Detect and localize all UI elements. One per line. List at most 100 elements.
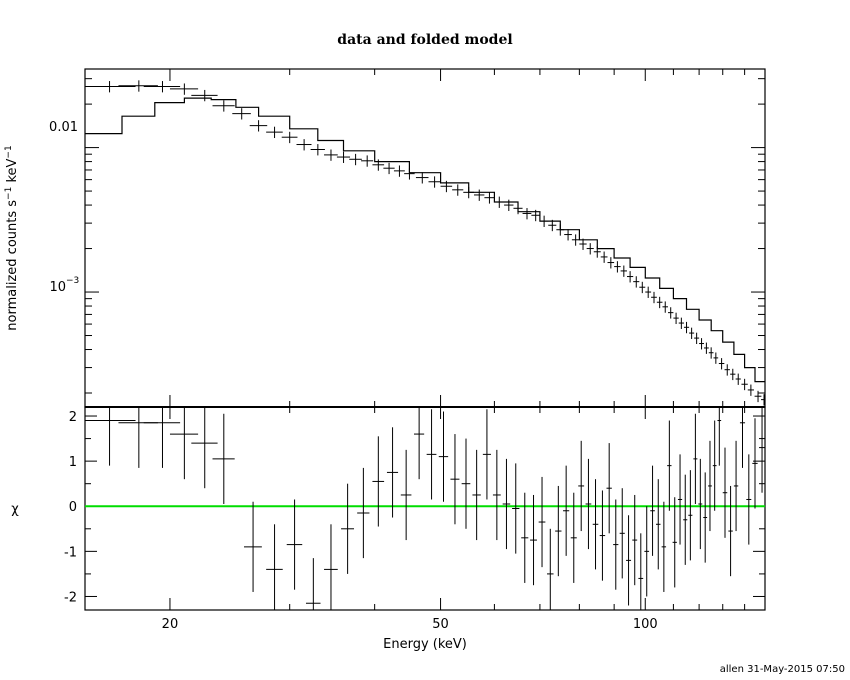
data-point: [143, 81, 181, 93]
residual-point: [613, 499, 619, 590]
residual-point: [703, 472, 708, 563]
data-point: [85, 81, 136, 93]
residual-point: [169, 407, 199, 480]
residual-point: [650, 465, 655, 556]
data-point: [191, 89, 218, 102]
residual-point: [592, 479, 599, 570]
data-point: [415, 172, 429, 184]
data-point: [689, 327, 695, 339]
residual-point: [212, 413, 235, 504]
data-point: [586, 243, 594, 255]
residual-point: [547, 528, 554, 610]
data-point: [310, 144, 325, 156]
data-point: [118, 80, 158, 92]
residual-point: [191, 407, 218, 489]
data-point: [548, 219, 557, 232]
x-axis-label: Energy (keV): [383, 637, 467, 652]
bottom-panel-ticks: [85, 407, 766, 610]
data-point: [428, 176, 441, 188]
y-tick-label-1e-3: 10 −3: [49, 276, 79, 295]
residual-point: [585, 458, 592, 550]
residual-point: [667, 420, 672, 511]
residual-point: [752, 418, 758, 509]
residual-point: [638, 533, 644, 610]
data-point: [336, 151, 351, 163]
residual-point: [722, 447, 728, 538]
data-point: [556, 224, 565, 236]
data-point: [683, 321, 690, 334]
residual-point: [461, 438, 471, 529]
timestamp-stamp: allen 31-May-2015 07:50: [720, 664, 845, 675]
residual-point: [677, 454, 683, 545]
data-point: [393, 165, 405, 177]
residual-point: [746, 454, 752, 545]
data-point: [651, 291, 657, 304]
residual-point: [644, 506, 650, 597]
data-point: [735, 373, 741, 385]
data-point: [633, 276, 640, 288]
residual-point: [472, 449, 481, 541]
residual-point: [118, 407, 158, 468]
data-point: [539, 215, 549, 227]
data-point: [761, 394, 765, 406]
residual-point: [502, 458, 511, 550]
data-point: [372, 159, 385, 171]
data-point: [754, 390, 762, 403]
y-axis-label-text: normalized counts s−1 keV−1: [4, 145, 20, 330]
bottom-panel-frame: [84, 406, 766, 611]
residual-point: [733, 440, 739, 532]
data-point: [747, 384, 754, 396]
residual-point: [717, 407, 722, 466]
residual-point: [450, 434, 460, 525]
data-point: [699, 338, 704, 350]
residual-point: [305, 558, 321, 610]
residual-point: [426, 409, 437, 500]
data-point: [673, 312, 679, 325]
data-point: [484, 192, 495, 204]
residual-point: [341, 483, 355, 574]
residual-point: [266, 524, 283, 610]
data-point: [404, 168, 415, 180]
residual-point: [357, 467, 370, 559]
y-tick-label-chi: -2: [64, 590, 77, 605]
data-point: [463, 186, 475, 199]
top-panel-ticks: [85, 69, 766, 407]
x-tick-label: 100: [633, 617, 658, 632]
residual-point: [698, 458, 703, 550]
y-tick-label-chi: 0: [69, 500, 77, 515]
residual-point: [563, 465, 570, 556]
residual-point: [386, 427, 399, 518]
data-point: [571, 234, 580, 246]
data-point: [522, 208, 532, 220]
x-tick-labels: 20 50 100: [162, 617, 658, 632]
residual-point: [324, 524, 338, 610]
data-point: [708, 347, 714, 359]
data-point: [249, 120, 268, 132]
data-point: [349, 153, 362, 166]
data-point: [440, 180, 453, 193]
data-point: [452, 184, 464, 196]
data-point: [281, 131, 298, 144]
bottom-y-tick-labels: 2 1 0 -1 -2: [64, 410, 77, 605]
data-point: [703, 342, 709, 354]
residual-point: [712, 420, 717, 511]
data-point: [474, 189, 485, 201]
y-tick-label-chi: -1: [64, 545, 77, 560]
model-step-line: [85, 97, 765, 383]
y-axis-label-chi: χ: [11, 502, 19, 517]
residual-point: [286, 499, 303, 590]
y-tick-label-0.01: 0.01: [49, 120, 78, 135]
residual-point: [555, 485, 562, 577]
data-point: [593, 246, 601, 258]
residual-point: [626, 515, 632, 606]
residual-point: [492, 449, 501, 541]
y-tick-label-exponent: −3: [66, 276, 79, 286]
residual-point: [570, 492, 577, 583]
residual-point: [683, 474, 688, 565]
residual-point: [530, 494, 537, 586]
data-point: [718, 358, 725, 370]
residual-point: [438, 411, 449, 502]
data-point: [620, 265, 627, 277]
residual-point: [759, 407, 765, 493]
residual-point: [739, 407, 746, 468]
